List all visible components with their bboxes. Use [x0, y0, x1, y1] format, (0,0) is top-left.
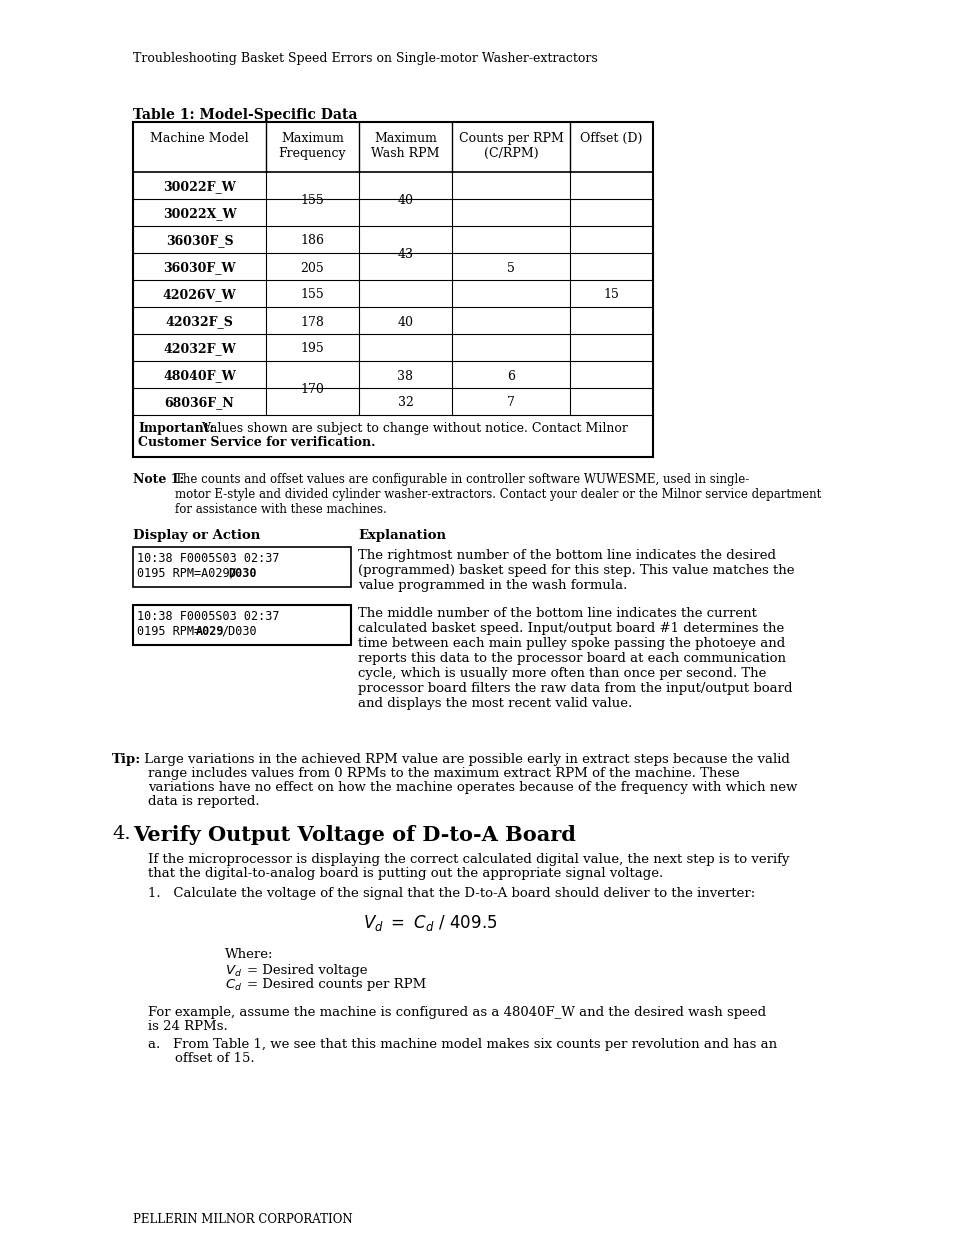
- Text: Display or Action: Display or Action: [132, 529, 260, 542]
- Text: 36030F_W: 36030F_W: [163, 262, 235, 274]
- Text: 43: 43: [397, 248, 413, 261]
- Text: Values shown are subject to change without notice. Contact Milnor: Values shown are subject to change witho…: [198, 422, 627, 435]
- Text: 42026V_W: 42026V_W: [163, 289, 236, 301]
- Text: Verify Output Voltage of D-to-A Board: Verify Output Voltage of D-to-A Board: [132, 825, 576, 845]
- Text: 0195 RPM=: 0195 RPM=: [137, 625, 201, 638]
- Text: Explanation: Explanation: [357, 529, 446, 542]
- Text: 0195 RPM=A029/: 0195 RPM=A029/: [137, 567, 236, 580]
- Text: The counts and offset values are configurable in controller software WUWESME, us: The counts and offset values are configu…: [174, 473, 821, 516]
- Text: 170: 170: [300, 383, 324, 396]
- Text: Maximum
Wash RPM: Maximum Wash RPM: [371, 132, 439, 161]
- Bar: [132, 547, 351, 587]
- Text: is 24 RPMs.: is 24 RPMs.: [148, 1020, 228, 1032]
- Text: = Desired counts per RPM: = Desired counts per RPM: [247, 978, 426, 990]
- Text: Maximum
Frequency: Maximum Frequency: [278, 132, 346, 161]
- Text: 1.   Calculate the voltage of the signal that the D-to-A board should deliver to: 1. Calculate the voltage of the signal t…: [148, 887, 755, 900]
- Text: data is reported.: data is reported.: [148, 795, 259, 808]
- Text: 7: 7: [507, 396, 515, 410]
- Text: A029: A029: [195, 625, 224, 638]
- Text: 32: 32: [397, 396, 413, 410]
- Text: Counts per RPM
(C/RPM): Counts per RPM (C/RPM): [458, 132, 563, 161]
- Text: variations have no effect on how the machine operates because of the frequency w: variations have no effect on how the mac…: [148, 781, 797, 794]
- Text: 40: 40: [397, 194, 413, 207]
- Text: 178: 178: [300, 315, 324, 329]
- Text: $C_d$: $C_d$: [225, 978, 242, 993]
- Text: Machine Model: Machine Model: [150, 132, 249, 144]
- Text: 36030F_S: 36030F_S: [166, 235, 233, 247]
- Text: 42032F_S: 42032F_S: [166, 315, 233, 329]
- Text: 38: 38: [397, 369, 413, 383]
- Text: 205: 205: [300, 262, 324, 274]
- Text: Troubleshooting Basket Speed Errors on Single-motor Washer-extractors: Troubleshooting Basket Speed Errors on S…: [132, 52, 598, 65]
- Text: The rightmost number of the bottom line indicates the desired
(programmed) baske: The rightmost number of the bottom line …: [357, 550, 794, 592]
- Text: $V_d$: $V_d$: [225, 965, 242, 979]
- Text: Note 1:: Note 1:: [132, 473, 184, 487]
- Text: offset of 15.: offset of 15.: [174, 1052, 254, 1065]
- Text: Customer Service for verification.: Customer Service for verification.: [138, 436, 375, 450]
- Text: range includes values from 0 RPMs to the maximum extract RPM of the machine. The: range includes values from 0 RPMs to the…: [148, 767, 739, 781]
- Bar: [132, 122, 652, 457]
- Text: 4.: 4.: [112, 825, 131, 844]
- Text: that the digital-to-analog board is putting out the appropriate signal voltage.: that the digital-to-analog board is putt…: [148, 867, 662, 881]
- Text: 30022X_W: 30022X_W: [163, 207, 236, 221]
- Text: D030: D030: [228, 567, 256, 580]
- Text: 68036F_N: 68036F_N: [165, 396, 234, 410]
- Text: 10:38 F0005S03 02:37: 10:38 F0005S03 02:37: [137, 610, 279, 622]
- Text: If the microprocessor is displaying the correct calculated digital value, the ne: If the microprocessor is displaying the …: [148, 853, 789, 866]
- Text: a.   From Table 1, we see that this machine model makes six counts per revolutio: a. From Table 1, we see that this machin…: [148, 1037, 777, 1051]
- Text: 195: 195: [300, 342, 324, 356]
- Text: Tip:: Tip:: [112, 753, 141, 766]
- Text: 48040F_W: 48040F_W: [163, 369, 235, 383]
- Text: 42032F_W: 42032F_W: [163, 342, 235, 356]
- Text: 30022F_W: 30022F_W: [163, 180, 235, 194]
- Text: = Desired voltage: = Desired voltage: [247, 965, 367, 977]
- Text: For example, assume the machine is configured as a 48040F_W and the desired wash: For example, assume the machine is confi…: [148, 1007, 765, 1019]
- Text: 40: 40: [397, 315, 413, 329]
- Text: 186: 186: [300, 235, 324, 247]
- Text: 15: 15: [603, 289, 618, 301]
- Text: $V_d \ = \ C_d \ / \ 409.5$: $V_d \ = \ C_d \ / \ 409.5$: [362, 913, 497, 932]
- Text: 10:38 F0005S03 02:37: 10:38 F0005S03 02:37: [137, 552, 279, 564]
- Text: Where:: Where:: [225, 948, 274, 961]
- Text: 5: 5: [507, 262, 515, 274]
- Text: PELLERIN MILNOR CORPORATION: PELLERIN MILNOR CORPORATION: [132, 1213, 353, 1226]
- Text: 6: 6: [506, 369, 515, 383]
- Text: Large variations in the achieved RPM value are possible early in extract steps b: Large variations in the achieved RPM val…: [140, 753, 789, 766]
- Text: /D030: /D030: [221, 625, 257, 638]
- Text: Offset (D): Offset (D): [579, 132, 642, 144]
- Text: Important:: Important:: [138, 422, 213, 435]
- Text: 155: 155: [300, 194, 324, 207]
- Bar: [132, 605, 351, 645]
- Text: 155: 155: [300, 289, 324, 301]
- Text: The middle number of the bottom line indicates the current
calculated basket spe: The middle number of the bottom line ind…: [357, 606, 792, 710]
- Text: Table 1: Model-Specific Data: Table 1: Model-Specific Data: [132, 107, 357, 122]
